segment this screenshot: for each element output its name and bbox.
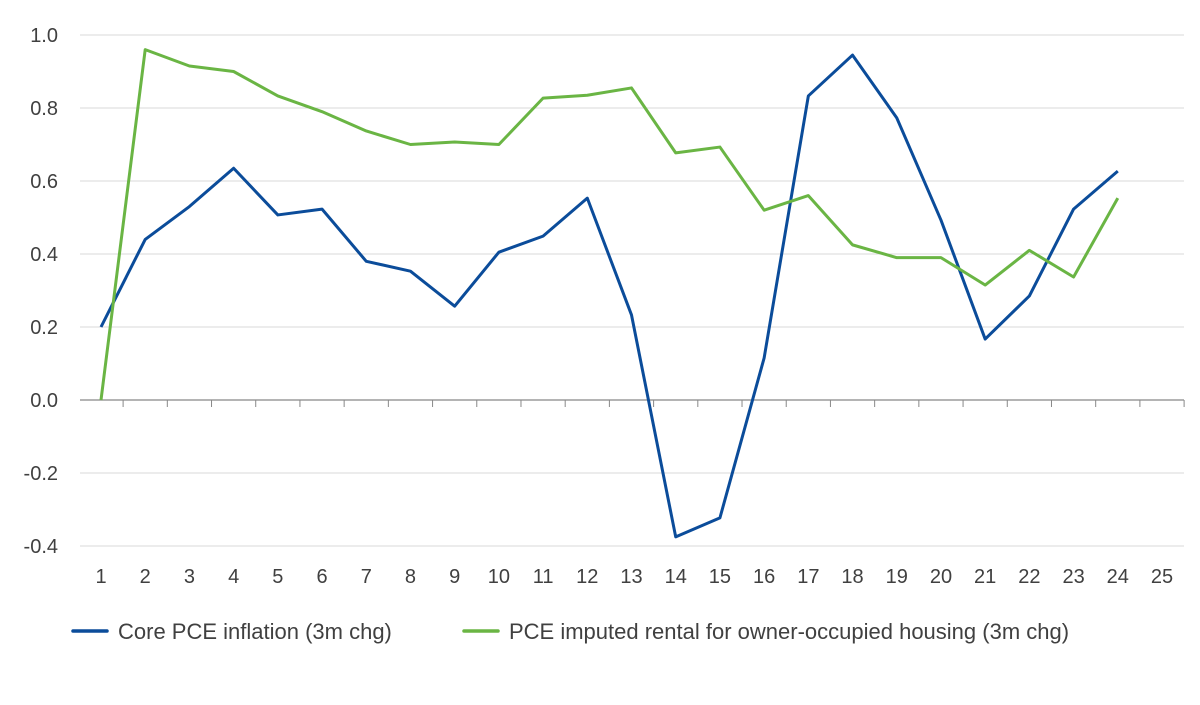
x-tick-label: 16	[753, 566, 775, 588]
x-tick-label: 11	[533, 566, 554, 588]
x-tick-label: 19	[886, 566, 908, 588]
x-tick-label: 9	[449, 566, 460, 588]
y-tick-label: 0.2	[30, 317, 58, 339]
y-tick-label: 1.0	[30, 25, 58, 47]
x-tick-label: 24	[1107, 566, 1129, 588]
y-tick-label: -0.2	[24, 463, 58, 485]
y-tick-label: 0.4	[30, 244, 58, 266]
x-tick-label: 17	[797, 566, 819, 588]
x-tick-label: 1	[95, 566, 106, 588]
x-tick-label: 15	[709, 566, 731, 588]
x-tick-label: 18	[841, 566, 863, 588]
x-tick-label: 14	[665, 566, 687, 588]
y-axis-ticks: 1.0 0.8 0.6 0.4 0.2 0.0 -0.2 -0.4	[24, 25, 58, 558]
x-tick-label: 7	[361, 566, 372, 588]
x-tick-label: 22	[1018, 566, 1040, 588]
series-line-1	[101, 50, 1118, 400]
legend: Core PCE inflation (3m chg) PCE imputed r…	[73, 619, 1069, 644]
x-tick-label: 8	[405, 566, 416, 588]
legend-label: Core PCE inflation (3m chg)	[118, 619, 392, 644]
x-tick-label: 20	[930, 566, 952, 588]
x-tick-label: 25	[1151, 566, 1173, 588]
y-tick-label: -0.4	[24, 536, 58, 558]
x-tick-label: 3	[184, 566, 195, 588]
x-tick-label: 10	[488, 566, 510, 588]
x-tick-label: 5	[272, 566, 283, 588]
y-tick-label: 0.0	[30, 390, 58, 412]
y-tick-label: 0.8	[30, 98, 58, 120]
x-tick-label: 12	[576, 566, 598, 588]
x-tick-label: 4	[228, 566, 239, 588]
x-tick-label: 21	[974, 566, 996, 588]
y-tick-label: 0.6	[30, 171, 58, 193]
gridlines	[80, 35, 1184, 546]
legend-label: PCE imputed rental for owner-occupied ho…	[509, 619, 1069, 644]
series-line-0	[101, 55, 1118, 537]
series-lines	[101, 50, 1118, 537]
x-tick-label: 13	[620, 566, 642, 588]
x-tick-label: 6	[316, 566, 327, 588]
x-tick-label: 2	[140, 566, 151, 588]
x-tick-label: 23	[1062, 566, 1084, 588]
